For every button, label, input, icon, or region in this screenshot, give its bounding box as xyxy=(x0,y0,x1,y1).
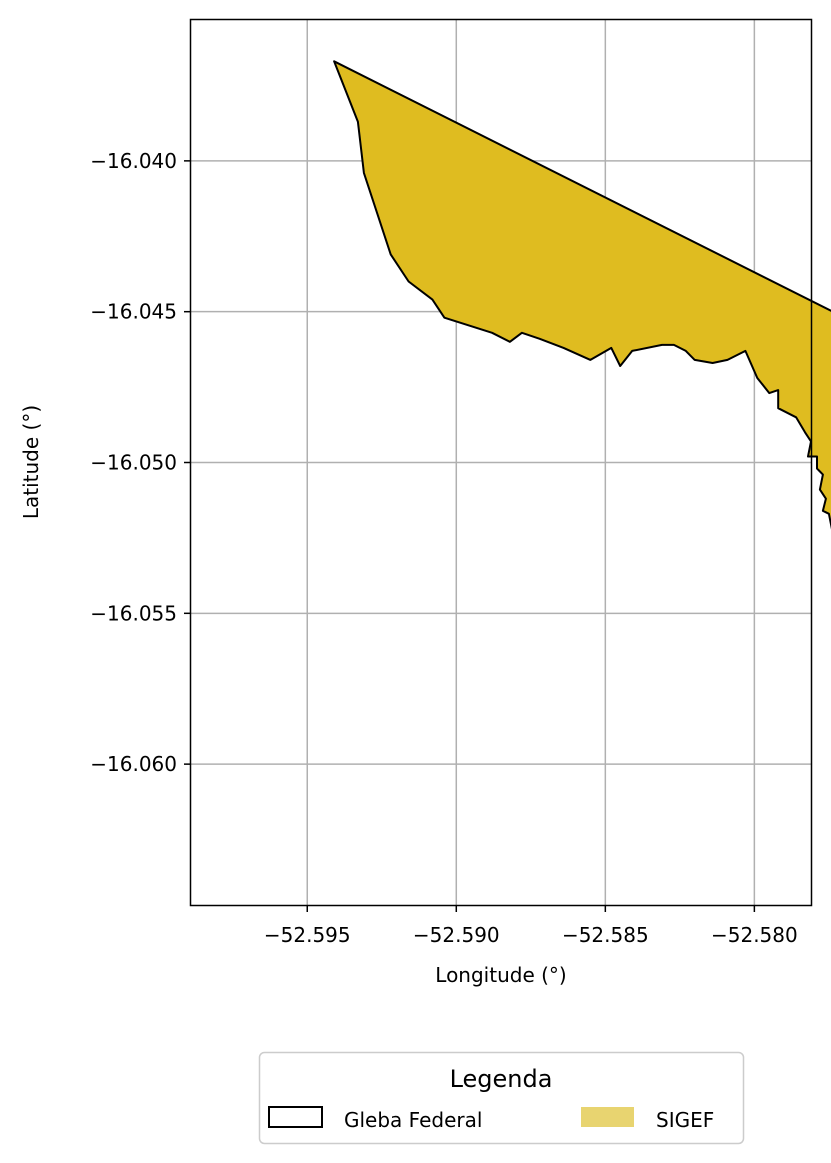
legend: Legenda Gleba Federal SIGEF xyxy=(258,1051,745,1145)
legend-label-sigef: SIGEF xyxy=(656,1108,714,1132)
x-tick-label: −52.595 xyxy=(264,923,351,947)
legend-title: Legenda xyxy=(450,1065,553,1093)
y-tick-label: −16.055 xyxy=(90,601,177,625)
y-tick-label: −16.060 xyxy=(90,752,177,776)
legend-label-gleba-federal: Gleba Federal xyxy=(344,1108,482,1132)
x-axis-label: Longitude (°) xyxy=(435,963,566,987)
y-tick-label: −16.050 xyxy=(90,451,177,475)
y-tick-label: −16.045 xyxy=(90,300,177,324)
x-tick-label: −52.580 xyxy=(711,923,798,947)
y-tick-label: −16.040 xyxy=(90,149,177,173)
legend-swatch-sigef xyxy=(581,1107,634,1127)
legend-swatch-gleba-federal xyxy=(268,1106,323,1128)
x-tick-label: −52.590 xyxy=(413,923,500,947)
axis-ticks: −52.595 −52.590 −52.585 −52.580 −16.040 −16.0… xyxy=(90,149,797,947)
sigef-polygon xyxy=(333,60,831,530)
x-tick-label: −52.585 xyxy=(562,923,649,947)
y-axis-label: Latitude (°) xyxy=(19,405,43,519)
